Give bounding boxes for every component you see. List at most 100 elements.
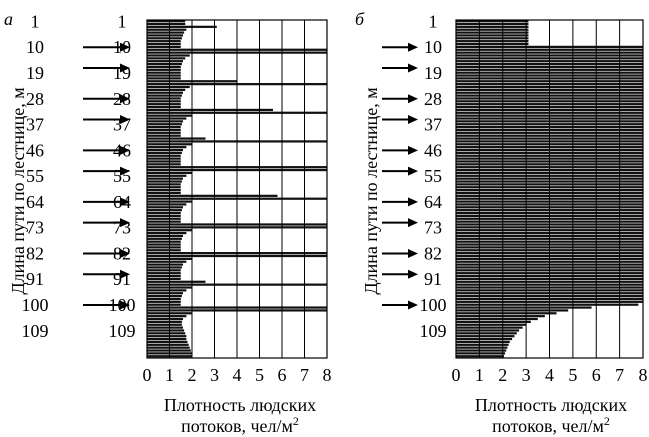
- x-tick-label-3: 3: [522, 365, 531, 385]
- bar-row-118: [456, 355, 504, 358]
- x-tick-label-3: 3: [210, 365, 219, 385]
- bar-row-95: [147, 289, 187, 292]
- bar-row-115: [456, 346, 508, 349]
- panel-b-plot-area: [455, 19, 644, 359]
- bar-row-3: [147, 25, 217, 28]
- arrow-head-100: [408, 300, 418, 310]
- bar-row-1: [147, 20, 186, 23]
- panel-a-xlabel-superscript: 2: [293, 414, 299, 428]
- x-tick-label-0: 0: [452, 365, 461, 385]
- arrow-head-46: [120, 145, 130, 155]
- bar-row-109: [456, 329, 520, 332]
- arrow-head-73: [120, 218, 130, 228]
- bar-row-100: [456, 303, 639, 306]
- arrow-head-73: [408, 218, 418, 228]
- bar-row-32: [147, 108, 273, 112]
- bar-row-104: [147, 315, 187, 318]
- y-tick-label-46: 46: [424, 140, 442, 160]
- x-tick-label-5: 5: [255, 365, 264, 385]
- bar-row-15: [147, 60, 183, 63]
- bar-row-117: [456, 352, 506, 355]
- bar-row-5: [456, 31, 529, 34]
- arrow-head-10: [408, 42, 418, 52]
- bar-row-116: [456, 349, 507, 352]
- bar-row-113: [456, 340, 510, 344]
- bar-row-75: [147, 231, 187, 235]
- bar-row-76: [147, 234, 183, 238]
- y-tick-label-46: 46: [26, 140, 44, 160]
- arrow-head-64: [120, 197, 130, 207]
- x-tick-label-4: 4: [545, 365, 554, 385]
- x-tick-label-8: 8: [323, 365, 332, 385]
- y-tick-label-37: 37: [424, 115, 442, 135]
- bar-row-107: [456, 323, 527, 326]
- panel-b-xlabel-superscript: 2: [604, 414, 610, 428]
- bar-row-28: [147, 97, 181, 100]
- bar-row-86: [147, 263, 183, 266]
- arrow-head-37: [408, 115, 418, 125]
- bar-row-70: [147, 217, 181, 220]
- panel-a-plot-area: [146, 19, 328, 359]
- x-tick-label-1: 1: [165, 365, 174, 385]
- y-inner-tick-label-19: 19: [113, 63, 131, 83]
- bar-row-8: [456, 40, 529, 43]
- arrow-head-64: [408, 197, 418, 207]
- bar-row-9: [456, 42, 529, 46]
- y-tick-label-55: 55: [26, 166, 44, 186]
- x-tick-label-5: 5: [568, 365, 577, 385]
- bar-row-67: [147, 209, 182, 212]
- bar-row-105: [456, 317, 538, 321]
- panel-b-y-tick-labels: 1 10 19 28 37 46 55 64 73 82 91 100 109: [420, 11, 447, 340]
- bar-row-96: [147, 292, 183, 295]
- bar-row-58: [147, 183, 181, 186]
- x-tick-label-2: 2: [188, 365, 197, 385]
- y-inner-tick-label-10: 10: [113, 37, 131, 57]
- panel-a-letter: а: [4, 9, 13, 29]
- panel-b-xlabel-units: потоков, чел/м: [492, 416, 604, 436]
- bar-row-112: [456, 337, 513, 341]
- y-inner-tick-label-91: 91: [113, 269, 131, 289]
- bar-row-106: [147, 320, 182, 323]
- bar-row-5: [147, 31, 185, 34]
- bar-row-29: [147, 100, 181, 103]
- panel-b-ylabel: Длина пути по лестнице, м: [361, 87, 381, 294]
- y-inner-tick-label-82: 82: [113, 243, 131, 263]
- panel-a-ylabel: Длина пути по лестнице, м: [8, 87, 28, 294]
- y-inner-tick-label-46: 46: [113, 140, 131, 160]
- bar-row-60: [147, 189, 181, 192]
- bar-row-55: [147, 174, 187, 177]
- y-inner-tick-label-100: 100: [109, 295, 136, 315]
- bar-row-97: [147, 294, 182, 298]
- y-tick-label-73: 73: [424, 218, 442, 238]
- arrow-head-100: [120, 300, 130, 310]
- bar-row-30: [147, 103, 181, 106]
- arrow-head-91: [120, 269, 130, 279]
- arrow-head-55: [120, 166, 130, 176]
- bar-row-79: [147, 243, 181, 246]
- bar-row-105: [147, 317, 183, 321]
- arrow-head-82: [120, 248, 130, 258]
- bar-row-4: [147, 28, 187, 31]
- bar-row-65: [147, 203, 187, 206]
- bar-row-18: [147, 68, 181, 71]
- bar-row-27: [147, 94, 182, 97]
- bar-row-42: [147, 137, 206, 140]
- x-tick-label-1: 1: [475, 365, 484, 385]
- bar-row-40: [147, 131, 181, 134]
- bar-row-35: [147, 117, 187, 120]
- y-tick-label-64: 64: [26, 192, 44, 212]
- bar-row-6: [456, 34, 529, 37]
- bar-row-107: [147, 323, 182, 326]
- y-tick-label-10: 10: [424, 37, 442, 57]
- bar-row-6: [147, 34, 183, 37]
- bar-row-115: [147, 346, 190, 349]
- bar-row-98: [147, 297, 181, 301]
- x-tick-label-7: 7: [300, 365, 309, 385]
- panel-a: а Длина пути по лестнице, м 110192837465…: [4, 9, 332, 436]
- arrow-head-19: [120, 63, 130, 73]
- y-tick-label-28: 28: [26, 89, 44, 109]
- y-tick-label-64: 64: [424, 192, 442, 212]
- bar-row-36: [147, 120, 183, 123]
- bar-row-45: [147, 146, 187, 149]
